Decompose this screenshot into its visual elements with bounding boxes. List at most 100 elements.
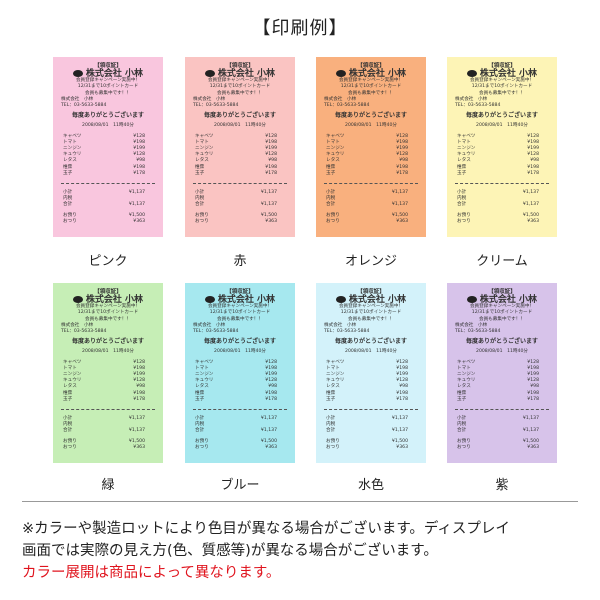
line-item: おつり ¥363 bbox=[324, 219, 418, 225]
line-item: 合計 ¥1,137 bbox=[324, 202, 418, 208]
item-name: 小計 bbox=[326, 190, 336, 196]
disclaimer: ※カラーや製造ロットにより色目が異なる場合がございます。ディスプレイ 画面では実… bbox=[22, 518, 510, 584]
item-name: 椎茸 bbox=[195, 390, 205, 396]
line-item: 合計 ¥1,137 bbox=[455, 202, 549, 208]
item-name: キャベツ bbox=[195, 359, 214, 365]
logo-mark-icon bbox=[466, 70, 477, 78]
line-item: トマト ¥198 bbox=[455, 366, 549, 372]
item-name: レタス bbox=[326, 384, 340, 390]
item-name: 合計 bbox=[457, 202, 467, 208]
line-item: ニンジン ¥199 bbox=[193, 146, 287, 152]
item-name: お預り bbox=[326, 438, 340, 444]
receipt-datetime: 2008/08/01 11時40分 bbox=[345, 349, 397, 355]
receipt-heading: 【領収証】 bbox=[488, 289, 516, 295]
line-item: 内税 bbox=[324, 422, 418, 428]
company-name: 株式会社 小林 bbox=[324, 96, 357, 102]
thanks-message: 毎度ありがとうございます bbox=[71, 112, 144, 120]
item-price: ¥178 bbox=[527, 396, 539, 402]
campaign-line: 会員登録キャンペーン実施中！ bbox=[207, 304, 273, 310]
line-item: 合計 ¥1,137 bbox=[193, 428, 287, 434]
color-label: ピンク bbox=[88, 254, 128, 269]
item-name: おつり bbox=[457, 444, 471, 450]
line-item: キャベツ ¥128 bbox=[455, 360, 549, 366]
thanks-message: 毎度ありがとうございます bbox=[465, 112, 538, 120]
line-item: お預り ¥1,500 bbox=[61, 213, 155, 219]
line-item: お預り ¥1,500 bbox=[193, 213, 287, 219]
line-item: 椎茸 ¥198 bbox=[193, 165, 287, 171]
item-price: ¥128 bbox=[265, 152, 277, 158]
campaign-line: 会員登録キャンペーン実施中！ bbox=[469, 304, 535, 310]
company-tel: TEL：03-5633-5884 bbox=[193, 329, 239, 335]
dashed-divider bbox=[324, 183, 418, 185]
line-item: おつり ¥363 bbox=[193, 219, 287, 225]
logo-text: 株式会社 小林 bbox=[479, 68, 538, 79]
item-price: ¥128 bbox=[396, 359, 408, 365]
dashed-divider bbox=[61, 409, 155, 411]
item-price: ¥1,137 bbox=[391, 202, 408, 208]
line-item: 内税 bbox=[61, 422, 155, 428]
company-logo: 株式会社 小林 bbox=[324, 295, 418, 304]
line-item: キャベツ ¥128 bbox=[455, 134, 549, 140]
item-name: 椎茸 bbox=[457, 164, 467, 170]
item-name: 合計 bbox=[195, 202, 205, 208]
item-name: トマト bbox=[457, 139, 471, 145]
color-label: 紫 bbox=[495, 478, 509, 493]
item-name: ニンジン bbox=[326, 146, 345, 152]
item-name: おつり bbox=[63, 444, 77, 450]
item-name: ニンジン bbox=[63, 372, 82, 378]
item-name: 玉子 bbox=[195, 396, 205, 402]
item-price: ¥1,137 bbox=[522, 416, 539, 422]
company-logo: 株式会社 小林 bbox=[324, 68, 418, 79]
receipt-sample: 【領収証】 株式会社 小林 会員登録キャンペーン実施中！ 12/31まで10ポイントカ… bbox=[447, 57, 557, 237]
item-name: ニンジン bbox=[195, 146, 214, 152]
line-item: おつり ¥363 bbox=[193, 445, 287, 451]
item-name: 合計 bbox=[326, 428, 336, 434]
line-item: レタス ¥98 bbox=[193, 158, 287, 164]
line-item: お預り ¥1,500 bbox=[193, 439, 287, 445]
item-price: ¥198 bbox=[396, 139, 408, 145]
company-tel: TEL：03-5633-5884 bbox=[193, 103, 239, 109]
logo-mark-icon bbox=[72, 296, 83, 304]
item-price: ¥1,137 bbox=[128, 428, 145, 434]
item-name: レタス bbox=[63, 158, 77, 164]
line-item: おつり ¥363 bbox=[455, 219, 549, 225]
item-name: キュウリ bbox=[326, 378, 345, 384]
item-name: 合計 bbox=[63, 202, 73, 208]
campaign-line: 12/31まで10ポイントカード bbox=[209, 310, 271, 316]
line-item: 合計 ¥1,137 bbox=[455, 428, 549, 434]
line-item: ニンジン ¥199 bbox=[324, 372, 418, 378]
item-name: キュウリ bbox=[63, 152, 82, 158]
logo-text: 株式会社 小林 bbox=[348, 68, 407, 79]
item-name: レタス bbox=[63, 384, 77, 390]
item-name: お預り bbox=[63, 438, 77, 444]
line-item: レタス ¥98 bbox=[61, 384, 155, 390]
company-tel: TEL：03-5633-5884 bbox=[455, 103, 501, 109]
line-item: 小計 ¥1,137 bbox=[455, 190, 549, 196]
item-price: ¥178 bbox=[265, 396, 277, 402]
item-price: ¥199 bbox=[396, 146, 408, 152]
receipt-sample: 【領収証】 株式会社 小林 会員登録キャンペーン実施中！ 12/31まで10ポイントカ… bbox=[447, 283, 557, 463]
item-price: ¥128 bbox=[527, 359, 539, 365]
thanks-message: 毎度ありがとうございます bbox=[465, 338, 538, 346]
campaign-line: 会員登録キャンペーン実施中！ bbox=[338, 304, 404, 310]
line-item: 椎茸 ¥198 bbox=[324, 165, 418, 171]
line-item: 玉子 ¥178 bbox=[324, 171, 418, 177]
item-price: ¥199 bbox=[265, 372, 277, 378]
item-name: 椎茸 bbox=[457, 390, 467, 396]
item-name: 合計 bbox=[457, 428, 467, 434]
line-item: ニンジン ¥199 bbox=[455, 146, 549, 152]
line-item: 合計 ¥1,137 bbox=[61, 202, 155, 208]
item-price: ¥198 bbox=[265, 139, 277, 145]
item-name: キュウリ bbox=[457, 378, 476, 384]
item-name: 小計 bbox=[63, 190, 73, 196]
line-item: トマト ¥198 bbox=[455, 140, 549, 146]
item-price: ¥128 bbox=[265, 378, 277, 384]
receipt-heading: 【領収証】 bbox=[226, 63, 254, 69]
item-price: ¥178 bbox=[527, 170, 539, 176]
line-item: トマト ¥198 bbox=[324, 140, 418, 146]
line-item: 内税 bbox=[193, 196, 287, 202]
receipt-datetime: 2008/08/01 11時40分 bbox=[82, 349, 134, 355]
campaign-line: 会員登録キャンペーン実施中！ bbox=[75, 78, 141, 84]
item-name: お預り bbox=[63, 212, 77, 218]
line-item: おつり ¥363 bbox=[61, 445, 155, 451]
